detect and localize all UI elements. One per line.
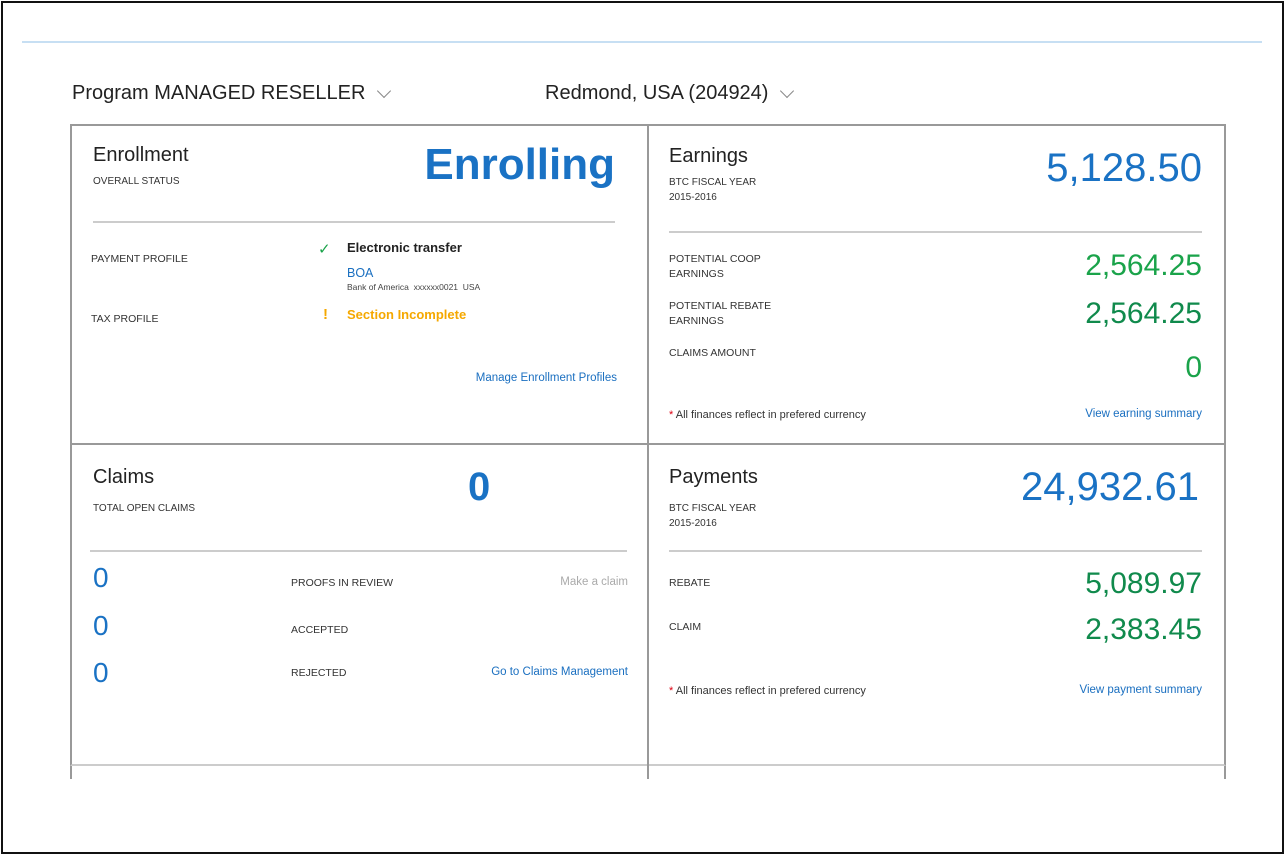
payment-profile-label: PAYMENT PROFILE	[91, 253, 188, 265]
claims-amount: 0	[1185, 351, 1202, 384]
earnings-title: Earnings	[669, 145, 748, 167]
bank-link[interactable]: BOA	[347, 266, 374, 280]
view-earning-summary-link[interactable]: View earning summary	[1085, 408, 1202, 420]
tax-profile-label: TAX PROFILE	[91, 313, 159, 325]
accepted-label: ACCEPTED	[291, 624, 349, 636]
claims-total: 0	[468, 465, 491, 509]
program-value: Program MANAGED RESELLER	[72, 82, 366, 104]
payment-rebate: 5,089.97	[1085, 567, 1202, 600]
payment-method: Electronic transfer	[347, 240, 462, 255]
warning-icon: !	[323, 306, 328, 323]
payment-claim-label: CLAIM	[669, 621, 702, 633]
location-dropdown[interactable]: Redmond, USA (204924)	[545, 82, 795, 105]
payments-title: Payments	[669, 466, 758, 488]
rejected-count: 0	[93, 657, 109, 688]
coop-earnings: 2,564.25	[1085, 249, 1202, 282]
rejected-label: REJECTED	[291, 667, 347, 679]
accepted-count: 0	[93, 610, 109, 641]
divider	[90, 550, 627, 552]
view-payment-summary-link[interactable]: View payment summary	[1079, 684, 1203, 696]
make-claim-link[interactable]: Make a claim	[560, 576, 628, 588]
rebate-earnings: 2,564.25	[1085, 297, 1202, 330]
asterisk-icon: *	[669, 685, 674, 697]
rebate-label: POTENTIAL REBATE EARNINGS	[669, 299, 771, 329]
divider	[93, 221, 615, 223]
tax-status: Section Incomplete	[347, 307, 467, 322]
claims-subtitle: TOTAL OPEN CLAIMS	[93, 503, 196, 514]
manage-enrollment-link[interactable]: Manage Enrollment Profiles	[475, 372, 617, 384]
divider	[647, 124, 649, 779]
proofs-label: PROOFS IN REVIEW	[291, 577, 394, 589]
top-divider	[22, 41, 1262, 43]
chevron-down-icon	[780, 83, 795, 98]
divider	[669, 231, 1202, 233]
check-icon: ✓	[318, 241, 331, 258]
coop-label-line: EARNINGS	[669, 268, 724, 280]
proofs-count: 0	[93, 562, 109, 593]
note-text: All finances reflect in prefered currenc…	[675, 409, 866, 421]
earnings-years: 2015-2016	[669, 192, 717, 203]
divider	[669, 550, 1202, 552]
payments-subtitle: BTC FISCAL YEAR	[669, 503, 757, 514]
enrollment-title: Enrollment	[93, 144, 189, 166]
claims-amount-label: CLAIMS AMOUNT	[669, 347, 756, 359]
divider	[70, 443, 1226, 445]
divider	[70, 766, 72, 779]
claims-management-link[interactable]: Go to Claims Management	[491, 666, 628, 678]
bank-detail: Bank of America xxxxxx0021 USA	[347, 282, 481, 292]
coop-label: POTENTIAL COOP EARNINGS	[669, 252, 761, 282]
earnings-subtitle: BTC FISCAL YEAR	[669, 177, 757, 188]
divider	[1224, 766, 1226, 779]
rebate-label-line: POTENTIAL REBATE	[669, 300, 772, 312]
claims-title: Claims	[93, 466, 155, 488]
rebate-label-line: EARNINGS	[669, 315, 724, 327]
coop-label-line: POTENTIAL COOP	[669, 253, 761, 265]
payment-rebate-label: REBATE	[669, 577, 711, 589]
program-dropdown[interactable]: Program MANAGED RESELLER	[72, 82, 392, 105]
currency-note: * All finances reflect in prefered curre…	[669, 409, 866, 421]
payment-claim: 2,383.45	[1085, 613, 1202, 646]
chevron-down-icon	[377, 83, 392, 98]
currency-note: * All finances reflect in prefered curre…	[669, 685, 866, 697]
enrollment-subtitle: OVERALL STATUS	[93, 176, 180, 187]
earnings-total: 5,128.50	[1046, 146, 1202, 190]
payments-years: 2015-2016	[669, 518, 717, 529]
asterisk-icon: *	[669, 409, 674, 421]
location-value: Redmond, USA (204924)	[545, 82, 769, 104]
payments-total: 24,932.61	[1021, 465, 1199, 509]
note-text: All finances reflect in prefered currenc…	[675, 685, 866, 697]
enrollment-status: Enrolling	[424, 140, 615, 189]
